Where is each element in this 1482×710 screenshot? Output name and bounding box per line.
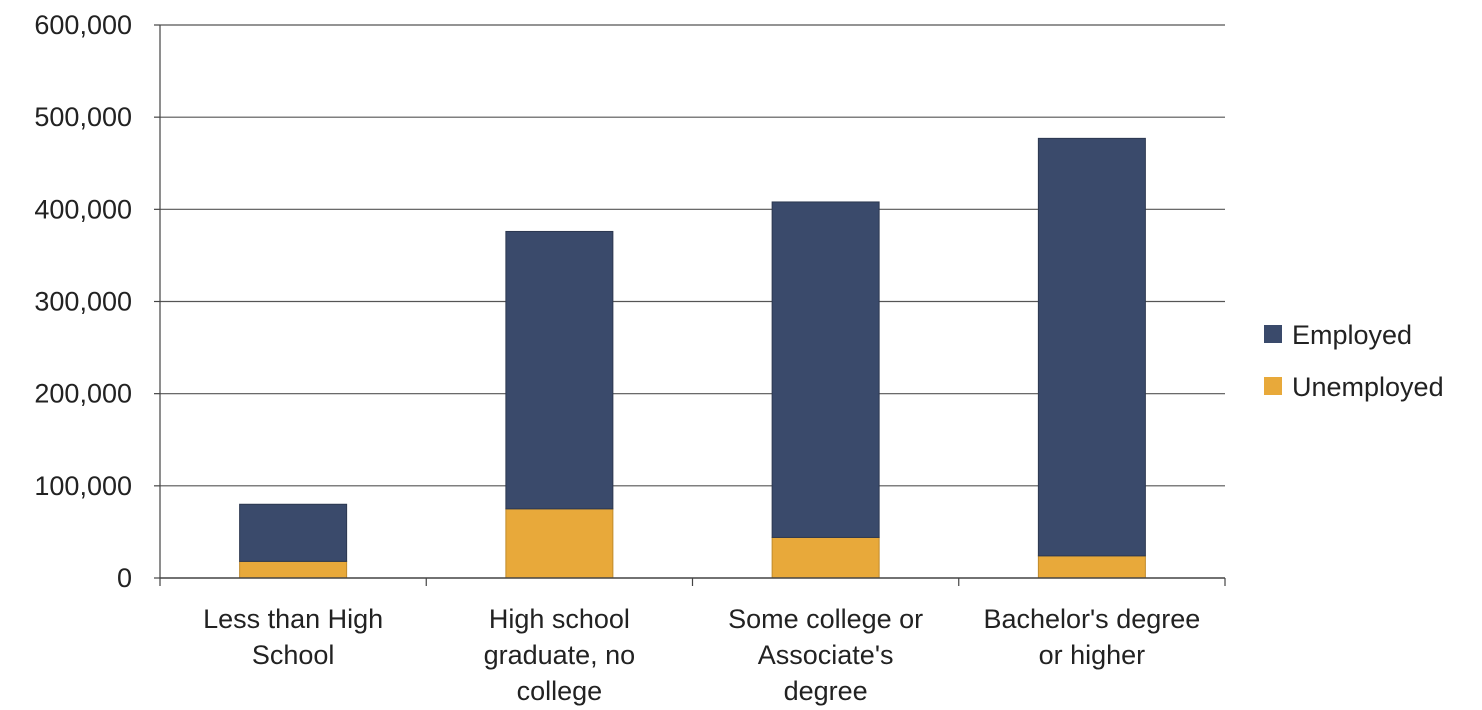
legend-swatch-employed bbox=[1264, 325, 1282, 343]
legend: Employed Unemployed bbox=[1264, 320, 1444, 402]
x-category-label-line: Bachelor's degree bbox=[983, 604, 1200, 634]
x-category-label-line: graduate, no bbox=[484, 640, 636, 670]
bar-unemployed-3 bbox=[1037, 555, 1146, 579]
x-category-label-line: Less than High bbox=[203, 604, 383, 634]
x-category-label-line: School bbox=[252, 640, 335, 670]
bar-unemployed-1 bbox=[505, 508, 614, 579]
y-axis-tick-labels: 0 100,000 200,000 300,000 400,000 500,000 600,… bbox=[34, 10, 132, 593]
x-category-label-line: or higher bbox=[1039, 640, 1146, 670]
y-tick-label: 400,000 bbox=[34, 194, 132, 224]
x-category-label: Some college or Associate's degree bbox=[728, 604, 923, 706]
bars bbox=[239, 137, 1146, 579]
x-category-label-line: Some college or bbox=[728, 604, 923, 634]
y-tick-label: 600,000 bbox=[34, 10, 132, 40]
legend-label-unemployed: Unemployed bbox=[1292, 372, 1444, 402]
legend-swatch-unemployed bbox=[1264, 377, 1282, 395]
x-category-label-line: degree bbox=[784, 676, 868, 706]
bar-employed-3 bbox=[1037, 137, 1146, 557]
bar-unemployed-2 bbox=[771, 536, 880, 579]
y-tick-label: 500,000 bbox=[34, 102, 132, 132]
legend-label-employed: Employed bbox=[1292, 320, 1412, 350]
bar-employed-0 bbox=[239, 503, 348, 562]
bar-employed-2 bbox=[771, 201, 880, 538]
x-category-label-line: Associate's bbox=[758, 640, 894, 670]
x-axis-category-labels: Less than High School High school graduate,… bbox=[203, 604, 1200, 706]
x-category-label: Less than High School bbox=[203, 604, 383, 670]
x-category-label: Bachelor's degree or higher bbox=[983, 604, 1200, 670]
y-tick-label: 100,000 bbox=[34, 471, 132, 501]
y-tick-label: 200,000 bbox=[34, 379, 132, 409]
bar-employed-1 bbox=[505, 230, 614, 510]
x-category-label-line: college bbox=[517, 676, 603, 706]
axes bbox=[154, 24, 1226, 586]
bar-unemployed-0 bbox=[239, 560, 348, 579]
x-category-label-line: High school bbox=[489, 604, 630, 634]
y-tick-label: 300,000 bbox=[34, 287, 132, 317]
y-tick-label: 0 bbox=[117, 563, 132, 593]
x-category-label: High school graduate, no college bbox=[484, 604, 636, 706]
